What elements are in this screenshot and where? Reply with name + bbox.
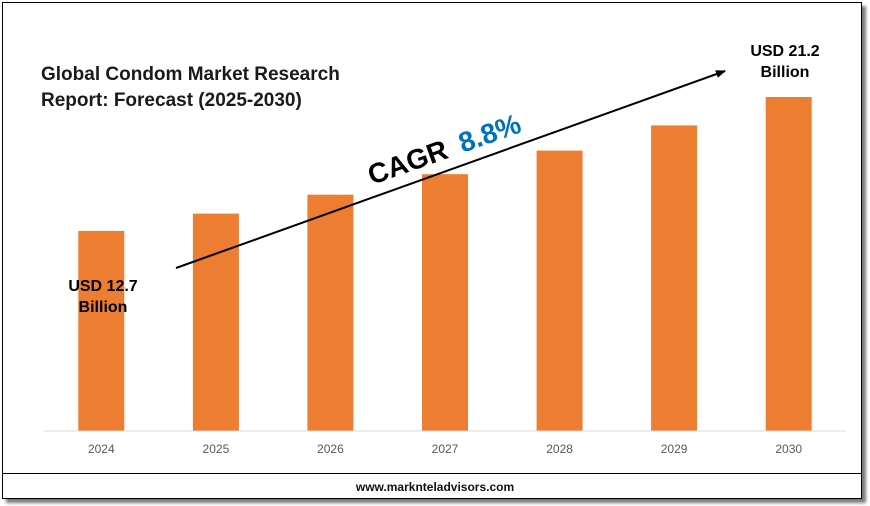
bar-2030 xyxy=(765,97,812,431)
end-value-amount: USD 21.2 xyxy=(750,43,820,60)
bar-series xyxy=(78,97,812,432)
x-tick-label: 2029 xyxy=(661,442,688,456)
bar-2026 xyxy=(307,194,354,431)
start-value-label: USD 12.7 Billion xyxy=(43,276,163,318)
start-value-unit: Billion xyxy=(78,299,128,316)
x-tick-label: 2030 xyxy=(775,442,802,456)
x-tick-label: 2026 xyxy=(317,442,344,456)
end-value-label: USD 21.2 Billion xyxy=(725,41,845,83)
bar-2027 xyxy=(422,174,468,431)
x-tick-labels: 2024 2025 2026 2027 2028 2029 2030 xyxy=(88,442,802,456)
end-value-unit: Billion xyxy=(760,64,810,81)
footer-divider xyxy=(2,473,862,474)
footer-url: www.marknteladvisors.com xyxy=(355,480,515,494)
x-tick-label: 2027 xyxy=(432,442,459,456)
start-value-amount: USD 12.7 xyxy=(68,278,138,295)
x-tick-label: 2028 xyxy=(546,442,573,456)
x-tick-label: 2025 xyxy=(203,442,230,456)
bar-2025 xyxy=(192,213,239,431)
bar-2024 xyxy=(78,230,125,431)
cagr-value: 8.8% xyxy=(454,108,525,159)
bar-2028 xyxy=(536,150,583,431)
cagr-trend-arrow xyxy=(175,70,726,269)
x-tick-label: 2024 xyxy=(88,442,115,456)
bar-2029 xyxy=(651,125,698,432)
chart-title: Global Condom Market Research Report: Fo… xyxy=(41,64,340,111)
